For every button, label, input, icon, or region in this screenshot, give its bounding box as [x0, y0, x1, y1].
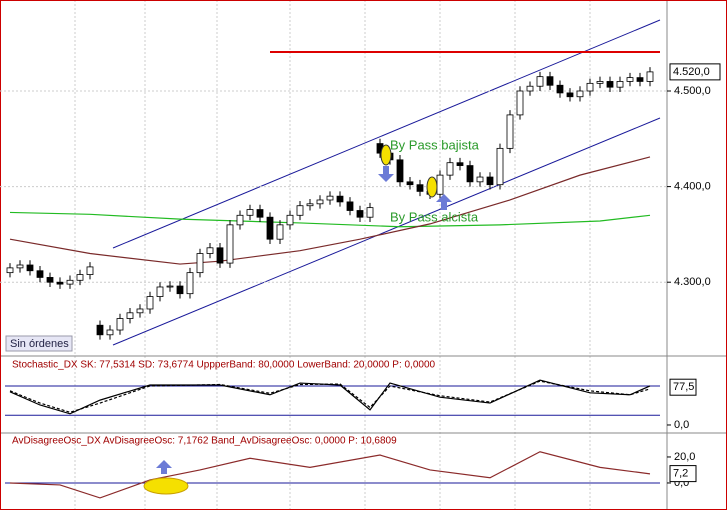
- candle-body: [106, 329, 114, 336]
- last-value-box: [669, 378, 697, 396]
- candle-body: [226, 224, 234, 264]
- candle-body: [266, 216, 274, 240]
- candle-body: [306, 203, 314, 207]
- candle-body: [236, 214, 244, 226]
- indicator-line: [9, 156, 651, 265]
- candle-body: [436, 174, 444, 195]
- candle-body: [256, 209, 264, 218]
- candle-body: [416, 184, 424, 192]
- candle-body: [16, 264, 24, 269]
- indicator-line: [9, 379, 651, 415]
- indicator-title: Stochastic_DX SK: 77,5314 SD: 73,6774 Up…: [12, 360, 436, 371]
- candle-body: [346, 201, 354, 211]
- candle-body: [496, 147, 504, 186]
- arrow-down: [378, 166, 394, 182]
- candle-body: [296, 205, 304, 216]
- candle-body: [146, 296, 154, 310]
- arrow-up: [156, 460, 172, 474]
- vertical-grid: [74, 0, 591, 510]
- candle-body: [456, 162, 464, 166]
- candle-body: [336, 195, 344, 203]
- candle-body: [466, 165, 474, 183]
- candle-body: [66, 279, 74, 285]
- candle-body: [486, 176, 494, 186]
- candle-body: [246, 209, 254, 216]
- candle-body: [446, 162, 454, 176]
- arrow-up: [436, 194, 452, 210]
- candle-body: [636, 77, 644, 82]
- indicator-line: [9, 380, 651, 413]
- candle-body: [406, 181, 414, 186]
- candle-body: [96, 324, 104, 336]
- candle-body: [536, 76, 544, 87]
- candle-body: [646, 71, 654, 82]
- candle-body: [156, 286, 164, 297]
- candle-body: [526, 85, 534, 92]
- indicator-title: AvDisagreeOsc_DX AvDisagreeOsc: 7,1762 B…: [12, 436, 397, 447]
- candle-body: [626, 77, 634, 82]
- candle-body: [566, 92, 574, 98]
- candle-body: [186, 272, 194, 295]
- candle-body: [36, 270, 44, 278]
- candle-body: [516, 90, 524, 116]
- candle-body: [546, 76, 554, 86]
- last-value-box: [669, 63, 721, 81]
- candle-body: [206, 247, 214, 254]
- candle-body: [356, 210, 364, 218]
- candle-body: [286, 214, 294, 226]
- y-tick-label: 0,0: [674, 419, 689, 431]
- candle-body: [476, 176, 484, 183]
- last-value-label: 7,2: [673, 468, 688, 480]
- candle-body: [276, 224, 284, 240]
- last-value-label: 4.520,0: [673, 66, 710, 78]
- candle-body: [556, 84, 564, 94]
- y-tick-label: 4.400,0: [674, 181, 711, 193]
- status-box[interactable]: [5, 335, 73, 352]
- candle-body: [506, 114, 514, 149]
- marker-ellipse: [380, 144, 392, 166]
- candle-body: [76, 274, 84, 281]
- candle-body: [616, 81, 624, 88]
- candle-body: [586, 82, 594, 92]
- candle-body: [136, 308, 144, 314]
- candle-body: [576, 90, 584, 98]
- candle-body: [606, 81, 614, 88]
- candle-body: [86, 266, 94, 275]
- candle-body: [126, 312, 134, 319]
- candle-body: [46, 277, 54, 283]
- candle-body: [396, 159, 404, 183]
- candle-body: [166, 285, 174, 288]
- candle-body: [326, 195, 334, 201]
- candle-body: [596, 81, 604, 84]
- candle-body: [26, 264, 34, 272]
- annotation: By Pass bajista: [390, 137, 480, 152]
- status-text: Sin órdenes: [10, 338, 69, 350]
- candle-body: [196, 253, 204, 274]
- candle-body: [316, 199, 324, 205]
- indicator-line: [9, 211, 651, 228]
- candle-body: [56, 281, 64, 285]
- last-value-box: [669, 465, 697, 483]
- candle-body: [366, 207, 374, 218]
- y-tick-label: 20,0: [674, 451, 695, 463]
- indicator-line: [9, 451, 651, 499]
- channel-lower: [112, 117, 661, 346]
- y-tick-label: 4.500,0: [674, 85, 711, 97]
- channel-upper: [112, 19, 661, 249]
- candle-body: [176, 285, 184, 295]
- y-tick-label: 4.300,0: [674, 276, 711, 288]
- candle-body: [6, 267, 14, 274]
- candle-body: [216, 247, 224, 264]
- marker-ellipse: [143, 477, 189, 495]
- annotation: By Pass alcista: [390, 209, 479, 224]
- marker-ellipse: [426, 176, 438, 198]
- last-value-label: 77,5: [673, 381, 694, 393]
- candle-body: [116, 318, 124, 331]
